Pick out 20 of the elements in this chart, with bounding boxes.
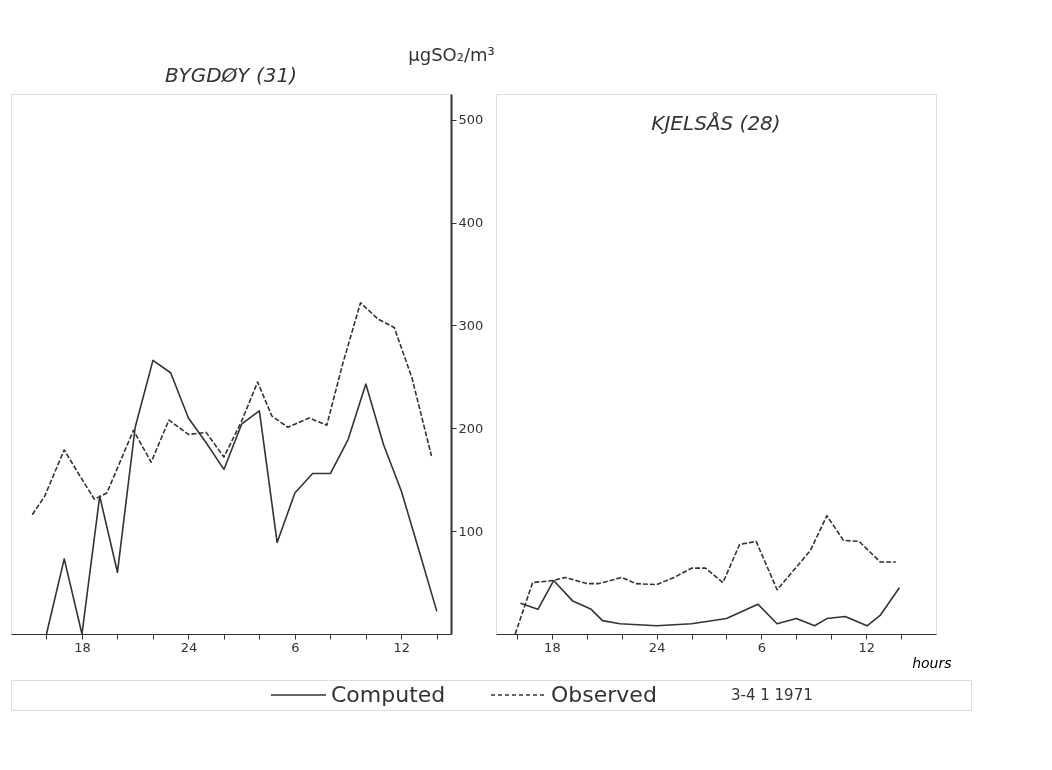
- legend-label: Computed: [331, 682, 446, 707]
- x-tick-label: 24: [648, 639, 666, 655]
- text: 3-4 1 1971: [731, 686, 813, 704]
- x-tick-label: 6: [291, 639, 300, 655]
- x-tick-label: 12: [393, 639, 411, 655]
- x-tick-label: 6: [757, 639, 767, 655]
- x-tick-label: 12: [858, 639, 875, 655]
- y-tick-label: 500: [458, 112, 484, 128]
- y-axis-title: µgSO₂/m³: [408, 43, 495, 65]
- x-tick-label: 18: [74, 639, 91, 655]
- y-tick-label: 300: [458, 317, 484, 333]
- x-tick-label: 24: [180, 639, 198, 655]
- text: KJELSÅS (28): [651, 111, 781, 135]
- x-tick-label: 18: [544, 639, 561, 655]
- y-tick-label: 200: [458, 420, 484, 436]
- x-axis-title: hours: [912, 654, 952, 671]
- legend-label: Observed: [551, 682, 657, 707]
- chart-title: BYGDØY (31): [165, 63, 297, 87]
- y-tick-label: 100: [458, 523, 484, 539]
- y-tick-label: 400: [458, 215, 484, 231]
